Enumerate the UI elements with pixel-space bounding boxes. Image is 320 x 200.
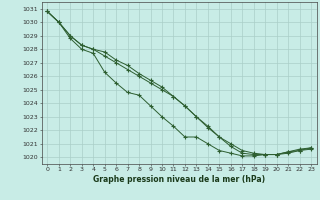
X-axis label: Graphe pression niveau de la mer (hPa): Graphe pression niveau de la mer (hPa) — [93, 175, 265, 184]
